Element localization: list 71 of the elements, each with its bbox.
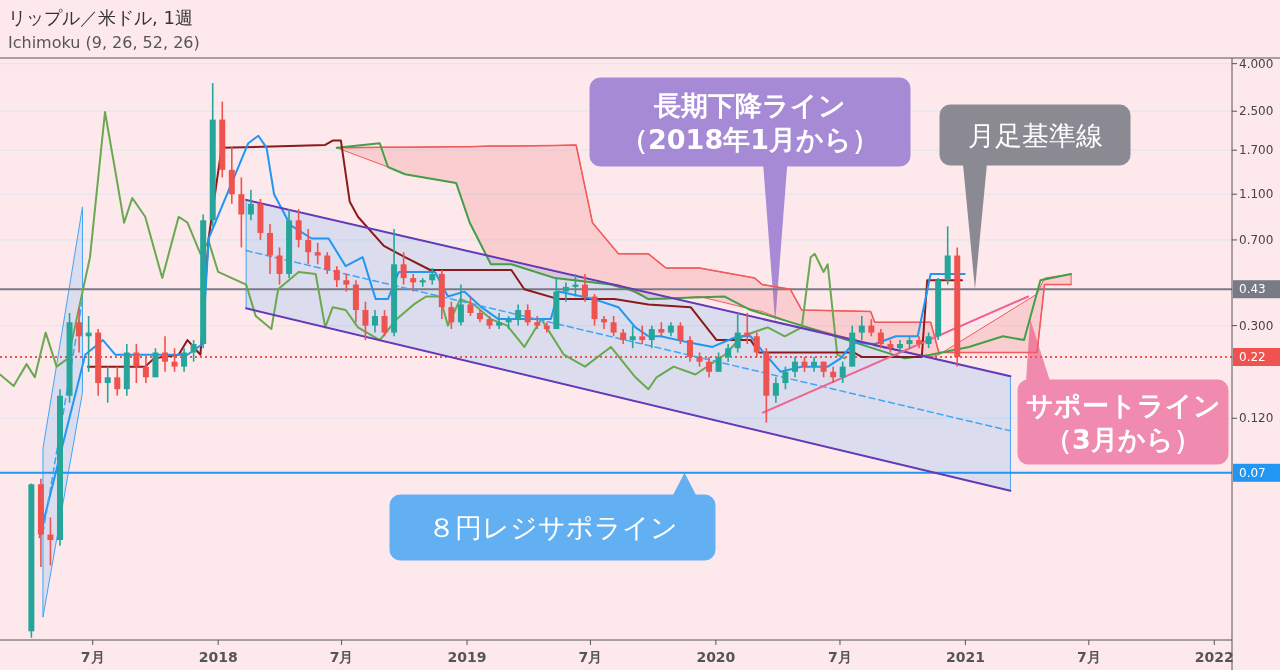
x-tick-label: 7月: [578, 649, 603, 665]
y-tick-label: 0.700: [1239, 232, 1274, 247]
candlestick: [457, 283, 464, 327]
candlestick: [648, 324, 655, 349]
candlestick: [295, 208, 302, 249]
candlestick: [161, 335, 168, 373]
y-tick-label: 1.700: [1239, 143, 1274, 158]
annotation: 長期下降ライン（2018年1月から）: [621, 89, 879, 155]
y-tick-label: 1.100: [1239, 187, 1274, 202]
candlestick: [324, 251, 331, 275]
chart-title: リップル／米ドル, 1週: [8, 7, 193, 28]
ref-line-label: 0.22: [1239, 349, 1266, 364]
y-tick-label: 2.500: [1239, 104, 1274, 119]
candlestick: [104, 365, 111, 404]
candlestick: [581, 273, 588, 303]
candlestick: [515, 303, 522, 327]
chart-subtitle: Ichimoku (9, 26, 52, 26): [8, 33, 200, 52]
candlestick: [734, 312, 741, 354]
candlestick: [238, 176, 245, 249]
x-tick-label: 7月: [828, 649, 852, 665]
x-tick-label: 2022: [1194, 649, 1234, 665]
annotation: サポートライン（3月から）: [1025, 389, 1221, 455]
candlestick: [410, 273, 417, 293]
x-tick-label: 2020: [696, 649, 736, 665]
candlestick: [400, 251, 407, 286]
candlestick: [524, 303, 531, 327]
candlestick: [562, 281, 569, 303]
ref-line-label: 0.07: [1239, 465, 1266, 480]
candlestick: [381, 309, 388, 338]
annotation: 月足基準線: [967, 119, 1103, 151]
y-tick-label: 0.120: [1239, 411, 1274, 426]
candlestick: [601, 315, 608, 330]
candlestick: [791, 356, 798, 379]
candlestick: [639, 324, 646, 345]
candlestick: [448, 300, 455, 330]
candlestick: [772, 376, 779, 404]
x-tick-label: 7月: [329, 649, 354, 665]
candlestick: [496, 312, 503, 330]
candlestick: [305, 228, 312, 266]
candlestick: [314, 242, 321, 266]
annotation: ８円レジサポライン: [427, 512, 678, 544]
candlestick: [677, 321, 684, 345]
x-tick-label: 7月: [80, 649, 105, 665]
x-tick-label: 2019: [447, 649, 487, 665]
candlestick: [190, 339, 197, 363]
candlestick: [610, 315, 617, 338]
candlestick: [877, 328, 884, 349]
candlestick: [114, 365, 121, 397]
candlestick: [715, 351, 722, 373]
candlestick: [333, 265, 340, 288]
candlestick: [591, 293, 598, 327]
candlestick: [266, 223, 273, 275]
candlestick: [419, 277, 426, 288]
candlestick: [782, 365, 789, 390]
candlestick: [276, 246, 283, 286]
ref-line-label: 0.43: [1239, 282, 1266, 297]
y-tick-label: 0.300: [1239, 318, 1274, 333]
candlestick: [858, 315, 865, 341]
candlestick: [629, 324, 636, 349]
x-tick-label: 2021: [945, 649, 985, 665]
candlestick: [76, 306, 83, 354]
candlestick: [467, 295, 474, 317]
candlestick: [839, 360, 846, 384]
y-tick-label: 4.000: [1239, 56, 1274, 71]
x-tick-label: 2018: [198, 649, 238, 665]
x-tick-label: 7月: [1076, 649, 1101, 665]
candlestick: [47, 516, 54, 567]
candlestick: [362, 300, 369, 341]
candlestick: [181, 347, 188, 373]
candlestick: [371, 309, 378, 334]
candlestick: [247, 188, 254, 222]
